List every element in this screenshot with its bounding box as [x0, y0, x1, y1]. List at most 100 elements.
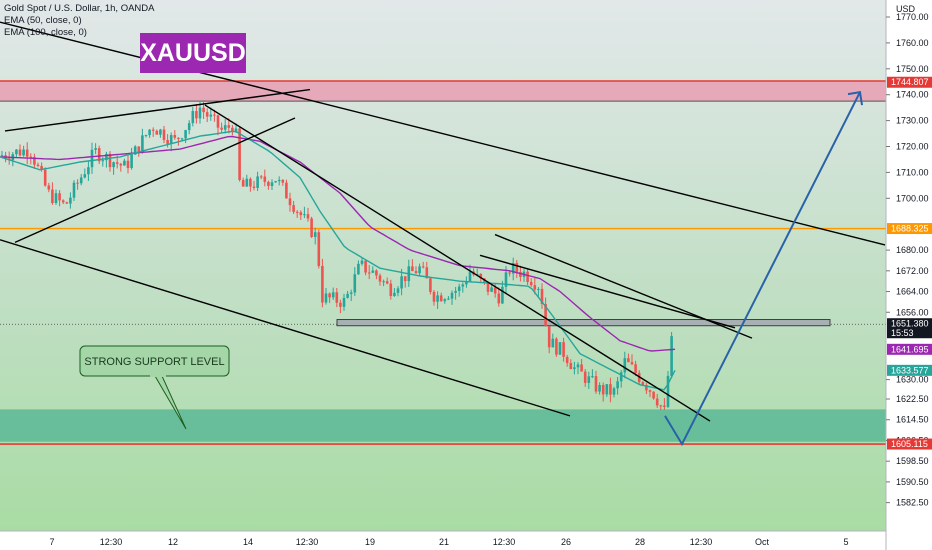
price-tick-label: 1730.00	[896, 116, 929, 126]
candle-body	[648, 390, 652, 392]
candle-body	[475, 273, 479, 275]
candle-body	[18, 149, 22, 156]
candle-body	[22, 149, 25, 156]
chart-background	[0, 0, 886, 531]
candle-body	[601, 384, 605, 395]
candle-body	[659, 405, 663, 407]
candle-body	[450, 292, 454, 299]
candle-body	[558, 342, 562, 355]
candle-body	[159, 129, 162, 135]
price-badge	[887, 343, 932, 355]
candle-body	[612, 388, 616, 395]
price-tick-label: 1770.00	[896, 12, 929, 22]
candle-body	[493, 287, 497, 294]
candle-body	[425, 267, 429, 279]
time-tick-label: 26	[561, 537, 571, 547]
candle-body	[33, 156, 36, 165]
candles-group	[0, 100, 673, 411]
candle-body	[465, 281, 468, 285]
candle-body	[429, 278, 432, 292]
price-badge-label: 1633.577	[891, 365, 929, 375]
candle-body	[263, 176, 267, 182]
candle-body	[241, 180, 245, 187]
candle-body	[267, 181, 270, 186]
candle-body	[385, 281, 389, 284]
callout-joint	[150, 374, 166, 377]
candle-body	[256, 176, 259, 188]
price-tick-label: 1598.50	[896, 456, 929, 466]
candle-body	[285, 182, 288, 199]
candle-body	[306, 214, 310, 219]
candle-body	[137, 146, 141, 153]
candle-body	[573, 367, 576, 370]
candle-body	[403, 276, 407, 282]
candle-body	[637, 373, 641, 383]
candle-body	[115, 162, 119, 164]
candle-body	[418, 266, 421, 274]
candle-body	[562, 342, 565, 357]
candle-body	[547, 326, 551, 348]
candle-body	[411, 266, 414, 272]
candle-body	[36, 164, 40, 166]
candle-body	[292, 205, 295, 212]
time-tick-label: 14	[243, 537, 253, 547]
candle-body	[594, 376, 598, 392]
candle-body	[184, 130, 187, 139]
candle-body	[47, 185, 51, 190]
legend-instrument: Gold Spot / U.S. Dollar, 1h, OANDA	[4, 3, 155, 14]
candle-body	[72, 182, 76, 198]
candle-body	[371, 270, 375, 273]
candle-body	[227, 125, 231, 128]
candle-body	[360, 260, 364, 264]
projection-path	[664, 91, 861, 447]
candle-body	[76, 182, 79, 184]
price-tick-label: 1680.00	[896, 245, 929, 255]
chart-legend: Gold Spot / U.S. Dollar, 1h, OANDA EMA (…	[4, 3, 154, 39]
candle-body	[231, 127, 234, 132]
candle-body	[565, 356, 569, 364]
candle-body	[141, 135, 144, 153]
time-tick-label: 12:30	[690, 537, 713, 547]
candle-body	[177, 137, 180, 139]
time-tick-label: 12:30	[100, 537, 123, 547]
trendline-2	[0, 239, 571, 417]
candle-body	[544, 303, 547, 327]
price-badge-label: 1744.807	[891, 77, 929, 87]
time-tick-label: 7	[49, 537, 54, 547]
price-tick-label: 1656.00	[896, 307, 929, 317]
candle-body	[238, 128, 241, 181]
candle-body	[166, 139, 169, 144]
candle-body	[321, 266, 324, 303]
candle-body	[443, 299, 447, 302]
candle-body	[555, 338, 558, 355]
price-badge-label: 1688.325	[891, 224, 929, 234]
candle-body	[324, 293, 328, 303]
candle-body	[641, 382, 645, 385]
candle-body	[317, 232, 321, 267]
candle-body	[202, 107, 205, 113]
candle-body	[504, 272, 508, 287]
price-tick-label: 1590.50	[896, 477, 929, 487]
candle-body	[58, 193, 61, 201]
time-tick-label: 5	[843, 537, 848, 547]
price-badge-label: 1651.380	[891, 319, 929, 329]
candle-body	[252, 186, 256, 188]
candle-body	[108, 153, 112, 168]
candle-body	[40, 165, 43, 170]
price-badge-label: 1605.115	[891, 439, 928, 449]
candle-body	[155, 130, 159, 135]
candle-body	[605, 384, 609, 395]
time-tick-label: 12	[168, 537, 178, 547]
candle-body	[288, 198, 292, 206]
candle-body	[94, 148, 97, 150]
price-tick-label: 1672.00	[896, 266, 929, 276]
candle-body	[234, 128, 238, 132]
candle-body	[29, 156, 33, 158]
time-tick-label: 12:30	[296, 537, 319, 547]
candle-body	[353, 274, 357, 293]
candle-body	[580, 364, 583, 372]
price-badge	[887, 318, 932, 339]
price-badge	[887, 438, 932, 450]
candle-body	[123, 160, 126, 166]
